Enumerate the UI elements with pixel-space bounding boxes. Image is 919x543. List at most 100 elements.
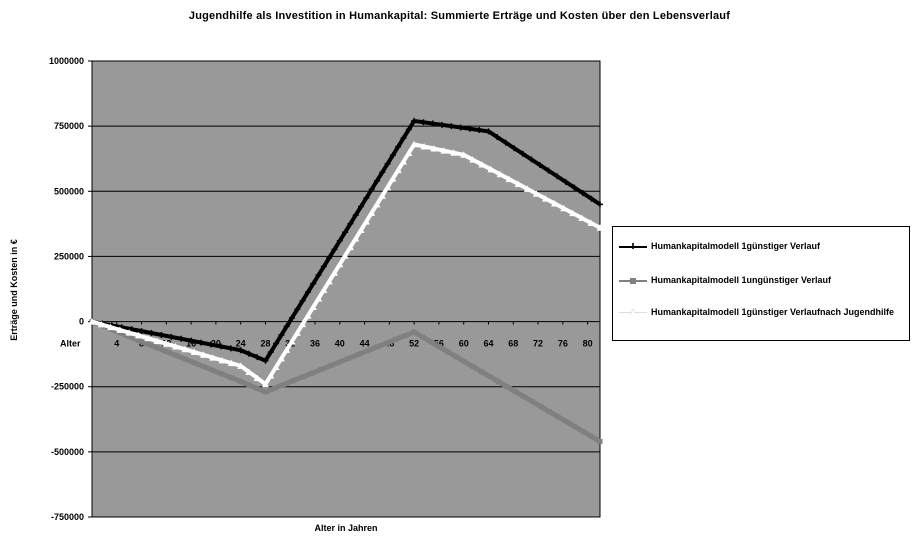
series-2-marker	[246, 382, 252, 388]
series-1-marker	[347, 220, 354, 227]
series-1-marker	[511, 145, 518, 152]
series-2-marker	[374, 344, 380, 350]
series-2-marker	[436, 344, 442, 350]
legend-label: Humankapitalmodell 1ungünstiger Verlauf	[651, 275, 832, 285]
series-3-marker	[97, 320, 105, 328]
series-3-marker	[218, 356, 226, 364]
y-tick-label: 1000000	[49, 56, 84, 66]
series-1-marker	[528, 156, 535, 163]
series-2-marker	[328, 363, 334, 369]
series-3-marker	[107, 323, 115, 331]
series-3-marker	[162, 340, 170, 347]
series-1-marker	[262, 357, 269, 364]
series-1-marker	[368, 186, 375, 193]
series-2-marker	[479, 369, 485, 375]
series-3-marker	[283, 346, 291, 353]
series-3-marker	[144, 334, 152, 342]
y-tick-label: -500000	[51, 447, 84, 457]
series-1-marker	[178, 335, 185, 342]
series-1-marker	[466, 125, 473, 132]
series-2-marker	[462, 359, 468, 365]
series-1-marker	[429, 120, 436, 127]
series-1-marker	[198, 339, 205, 346]
series-3-marker	[551, 199, 559, 207]
series-3-marker	[181, 345, 189, 353]
series-3-marker	[336, 260, 344, 268]
series-1-marker	[352, 212, 359, 219]
series-2-marker	[521, 394, 527, 400]
chart-title: Jugendhilfe als Investition in Humankapi…	[188, 10, 731, 22]
series-1-marker	[545, 167, 552, 174]
series-3-marker	[410, 140, 418, 148]
series-1-marker	[310, 280, 317, 287]
series-1-marker	[457, 124, 464, 131]
series-1-marker	[389, 152, 396, 159]
series-1-marker	[294, 306, 301, 313]
series-1-marker	[342, 229, 349, 236]
series-1-marker	[485, 128, 492, 135]
series-1-marker	[420, 119, 427, 126]
series-3-marker	[352, 235, 360, 242]
series-3-marker	[209, 354, 217, 361]
x-tick-label: 36	[310, 339, 320, 349]
legend-item-series-2: Humankapitalmodell 1ungünstiger Verlauf	[619, 275, 901, 287]
series-2-marker	[445, 349, 451, 355]
y-tick-label: 250000	[54, 251, 84, 261]
series-2-marker	[487, 374, 493, 380]
series-3-marker	[261, 380, 269, 388]
series-2-marker	[318, 366, 324, 372]
series-3-marker	[420, 142, 428, 150]
series-2-marker	[402, 333, 408, 339]
series-2-marker	[238, 379, 244, 385]
series-1-marker	[273, 340, 280, 347]
series-1-marker	[519, 150, 526, 157]
series-3-marker	[357, 226, 365, 233]
series-1-marker	[439, 121, 446, 128]
x-tick-label: 28	[260, 339, 270, 349]
series-3-marker	[487, 165, 495, 173]
series-2-marker	[580, 428, 586, 434]
series-3-marker	[304, 312, 312, 319]
series-2-marker	[383, 340, 389, 346]
series-1-marker	[299, 297, 306, 304]
series-3-marker	[245, 368, 253, 375]
series-2-marker	[272, 385, 278, 391]
series-2-marker	[126, 334, 132, 340]
series-3-marker	[293, 329, 301, 336]
series-3-marker	[596, 224, 604, 231]
legend: Humankapitalmodell 1günstiger Verlauf Hu…	[612, 226, 910, 341]
series-3-marker	[496, 170, 504, 178]
x-tick-label: 64	[483, 339, 493, 349]
series-3-marker	[523, 185, 531, 192]
series-1-marker	[358, 203, 365, 210]
series-3-marker	[172, 342, 180, 350]
x-tick-label: 52	[409, 339, 419, 349]
series-1-marker	[227, 345, 234, 352]
series-3-marker	[272, 363, 280, 370]
series-2-marker	[262, 389, 268, 395]
series-2-marker	[281, 381, 287, 387]
series-lines	[88, 117, 604, 444]
series-2-marker	[555, 414, 561, 420]
x-tick-label: 60	[459, 339, 469, 349]
series-1-marker	[326, 254, 333, 261]
series-2-marker	[145, 341, 151, 347]
x-tick-label: 80	[583, 339, 593, 349]
series-1-marker	[363, 194, 370, 201]
series-1-marker	[128, 326, 135, 333]
x-tick-label: 4	[114, 339, 119, 349]
x-tick-label: 68	[508, 339, 518, 349]
series-3-marker	[200, 351, 208, 358]
series-3-marker	[541, 195, 549, 202]
x-axis-prefix-label: Alter	[60, 339, 81, 349]
series-1-marker	[476, 127, 483, 134]
series-2-marker	[513, 389, 519, 395]
series-1-marker	[571, 184, 578, 191]
series-3-marker	[277, 354, 285, 362]
series-3-marker	[346, 243, 354, 251]
series-1-marker	[148, 330, 155, 337]
series-2-marker	[254, 385, 260, 391]
series-2-marker	[504, 384, 510, 390]
series-3-marker	[532, 190, 540, 197]
